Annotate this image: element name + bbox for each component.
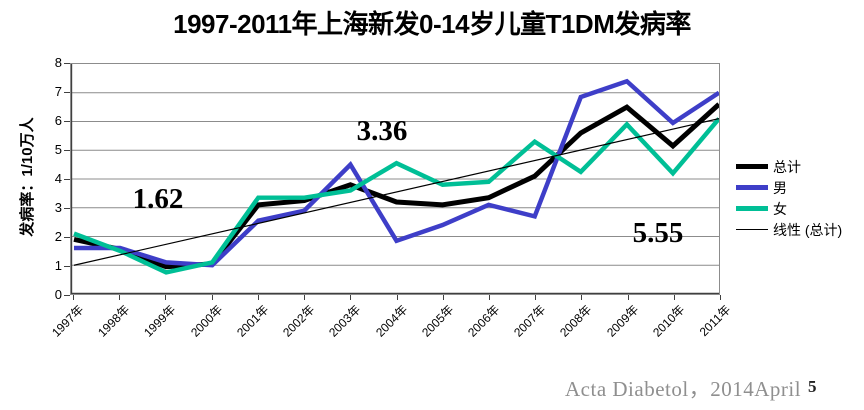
x-tick-mark [304,295,306,300]
plot-area [70,63,720,295]
x-tick-mark [673,295,675,300]
y-tick-label: 8 [54,55,62,70]
x-tick-mark [165,295,167,300]
x-tick-mark [581,295,583,300]
legend-item-male: 男 [736,177,864,198]
x-tick-mark [396,295,398,300]
legend-item-total: 总计 [736,156,864,177]
y-tick-label: 6 [54,113,62,128]
footer-citation: Acta Diabetol，2014April [565,377,802,401]
y-tick-mark [64,179,70,180]
y-tick-label: 0 [54,287,62,302]
y-tick-label: 1 [54,258,62,273]
chart-title: 1997-2011年上海新发0-14岁儿童T1DM发病率 [173,9,691,39]
annotation-period2-avg: 3.36 [356,115,408,147]
y-tick-mark [64,208,70,209]
y-tick-label: 5 [54,142,62,157]
x-tick-mark [720,295,721,300]
legend-swatch-total [736,164,768,169]
legend-label-female: 女 [773,200,787,217]
y-tick-mark [64,237,70,238]
x-tick-mark [535,295,537,300]
x-tick-mark [211,295,213,300]
y-tick-label: 4 [54,171,62,186]
y-tick-mark [64,63,70,64]
x-tick-mark [119,295,121,300]
legend-item-female: 女 [736,198,864,219]
legend-item-trendline: 线性 (总计) [736,219,864,240]
y-tick-mark [64,150,70,151]
y-tick-mark [64,266,70,267]
y-tick-mark [64,92,70,93]
legend-label-male: 男 [773,179,787,196]
x-tick-mark [627,295,629,300]
series-line-男 [73,78,719,268]
y-tick-mark [64,295,70,296]
legend-label-total: 总计 [773,158,801,175]
y-axis-title: 发病率：1/10万人 [19,117,36,237]
x-tick-mark [442,295,444,300]
series-line-女 [73,117,719,275]
y-tick-label: 2 [54,229,62,244]
legend: 总计 男 女 线性 (总计) [736,156,864,240]
series-line-线性 (总计) [73,118,719,266]
x-tick-mark [73,295,74,300]
legend-label-trendline: 线性 (总计) [773,221,843,238]
x-tick-mark [257,295,259,300]
annotation-period1-avg: 1.62 [132,183,184,215]
legend-swatch-trendline [736,229,768,230]
y-tick-mark [64,121,70,122]
x-tick-mark [350,295,352,300]
series-chart-svg [71,64,719,294]
series-line-总计 [73,102,719,270]
y-tick-label: 7 [54,84,62,99]
annotation-period3-avg: 5.55 [632,217,684,249]
page-number: 5 [808,377,817,396]
legend-swatch-male [736,185,768,190]
x-tick-mark [488,295,490,300]
legend-swatch-female [736,206,768,211]
y-tick-label: 3 [54,200,62,215]
